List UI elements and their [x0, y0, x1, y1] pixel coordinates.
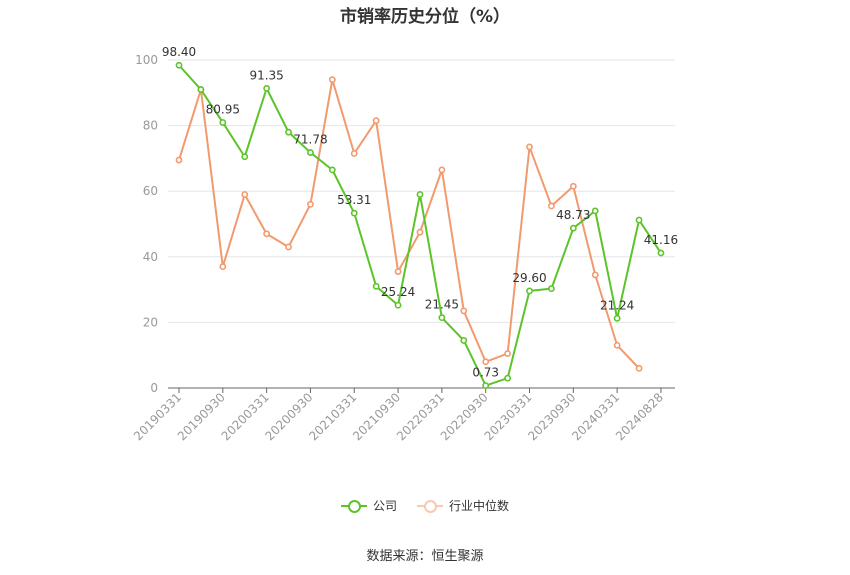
y-tick-label: 0 — [150, 381, 158, 395]
legend-industry-marker — [417, 499, 443, 513]
series-company-point — [394, 301, 402, 309]
data-label: 21.24 — [600, 298, 634, 312]
y-tick-label: 100 — [135, 53, 158, 67]
series-company-point — [504, 374, 512, 382]
y-tick-label: 20 — [143, 315, 158, 329]
series-industry-line — [178, 78, 640, 370]
y-tick-label: 80 — [143, 119, 158, 133]
legend-item-company[interactable]: 公司 — [340, 497, 397, 514]
data-labels: 98.40 80.95 91.35 71.78 53.31 25.24 21.45 0.73 2… — [162, 45, 678, 379]
series-company-point — [635, 216, 643, 224]
series-company-point — [175, 61, 183, 69]
series-company-line — [178, 64, 662, 387]
data-label: 21.45 — [425, 298, 459, 312]
grid-lines — [168, 59, 675, 323]
series-company-point — [197, 86, 205, 93]
series-industry-point — [416, 228, 424, 236]
series-company-point — [350, 209, 358, 217]
series-company-point — [416, 191, 424, 198]
chart-title: 市销率历史分位（%） — [339, 7, 511, 27]
y-axis-ticks: 0 20 40 60 80 100 — [135, 53, 158, 395]
series-industry-point — [241, 191, 249, 198]
data-source: 数据来源：恒生聚源 — [366, 549, 484, 564]
data-label: 0.73 — [472, 366, 499, 380]
y-tick-label: 40 — [143, 250, 158, 264]
series-industry-point — [504, 350, 512, 357]
x-tick-label: 20240828 — [613, 390, 666, 443]
series-company-point — [438, 314, 446, 322]
series-industry-point — [263, 230, 271, 238]
series-industry-point — [548, 202, 555, 210]
data-label: 53.31 — [337, 193, 371, 207]
data-label: 71.78 — [293, 133, 327, 147]
series-company-point — [591, 207, 599, 215]
series-company-point — [657, 249, 665, 257]
series-company-point — [307, 149, 314, 156]
series-industry-point — [460, 307, 468, 315]
series-industry-point — [482, 358, 490, 366]
series-industry-point — [307, 200, 314, 208]
legend-company-label: 公司 — [372, 499, 397, 513]
series-industry-point — [372, 117, 380, 125]
y-tick-label: 60 — [143, 184, 158, 198]
series-industry-point — [219, 263, 227, 271]
series-company-point — [548, 285, 555, 293]
series-industry-point — [613, 341, 621, 349]
series-industry-point — [328, 76, 336, 84]
data-label: 98.40 — [162, 45, 196, 59]
series-industry-point — [591, 271, 599, 279]
series-industry-point — [394, 268, 402, 275]
series-industry-point — [285, 243, 292, 251]
series-industry-point — [350, 150, 358, 157]
data-label: 48.73 — [556, 208, 590, 222]
series-industry-point — [569, 182, 577, 190]
data-label: 25.24 — [381, 285, 415, 299]
series-company-point — [241, 153, 249, 161]
series-company-point — [569, 224, 577, 232]
series-company-point — [526, 287, 533, 295]
series-company-point — [372, 282, 380, 290]
data-label: 91.35 — [249, 68, 283, 82]
series-company-point — [613, 314, 621, 322]
data-label: 29.60 — [512, 271, 546, 285]
legend-item-industry[interactable]: 行业中位数 — [417, 497, 509, 514]
series-industry-point — [526, 143, 533, 151]
legend-company-marker — [340, 499, 367, 513]
series-group — [175, 61, 665, 390]
data-label: 80.95 — [206, 102, 240, 116]
legend-industry-label: 行业中位数 — [449, 499, 510, 513]
series-industry-point — [635, 364, 643, 372]
legend: 公司 行业中位数 — [0, 497, 850, 514]
series-company-point — [285, 128, 292, 136]
x-axis: 2019033120190930202003312020093020210331… — [131, 387, 675, 443]
series-company-point — [263, 84, 271, 92]
series-industry-point — [438, 166, 446, 174]
series-company-point — [328, 166, 336, 174]
line-chart: 0 20 40 60 80 100 201903312019093020200331202… — [131, 45, 678, 443]
series-industry-point — [175, 156, 183, 164]
data-label: 41.16 — [644, 233, 678, 247]
series-company-point — [460, 337, 468, 344]
series-company-point — [482, 382, 490, 390]
series-company-point — [219, 119, 227, 126]
